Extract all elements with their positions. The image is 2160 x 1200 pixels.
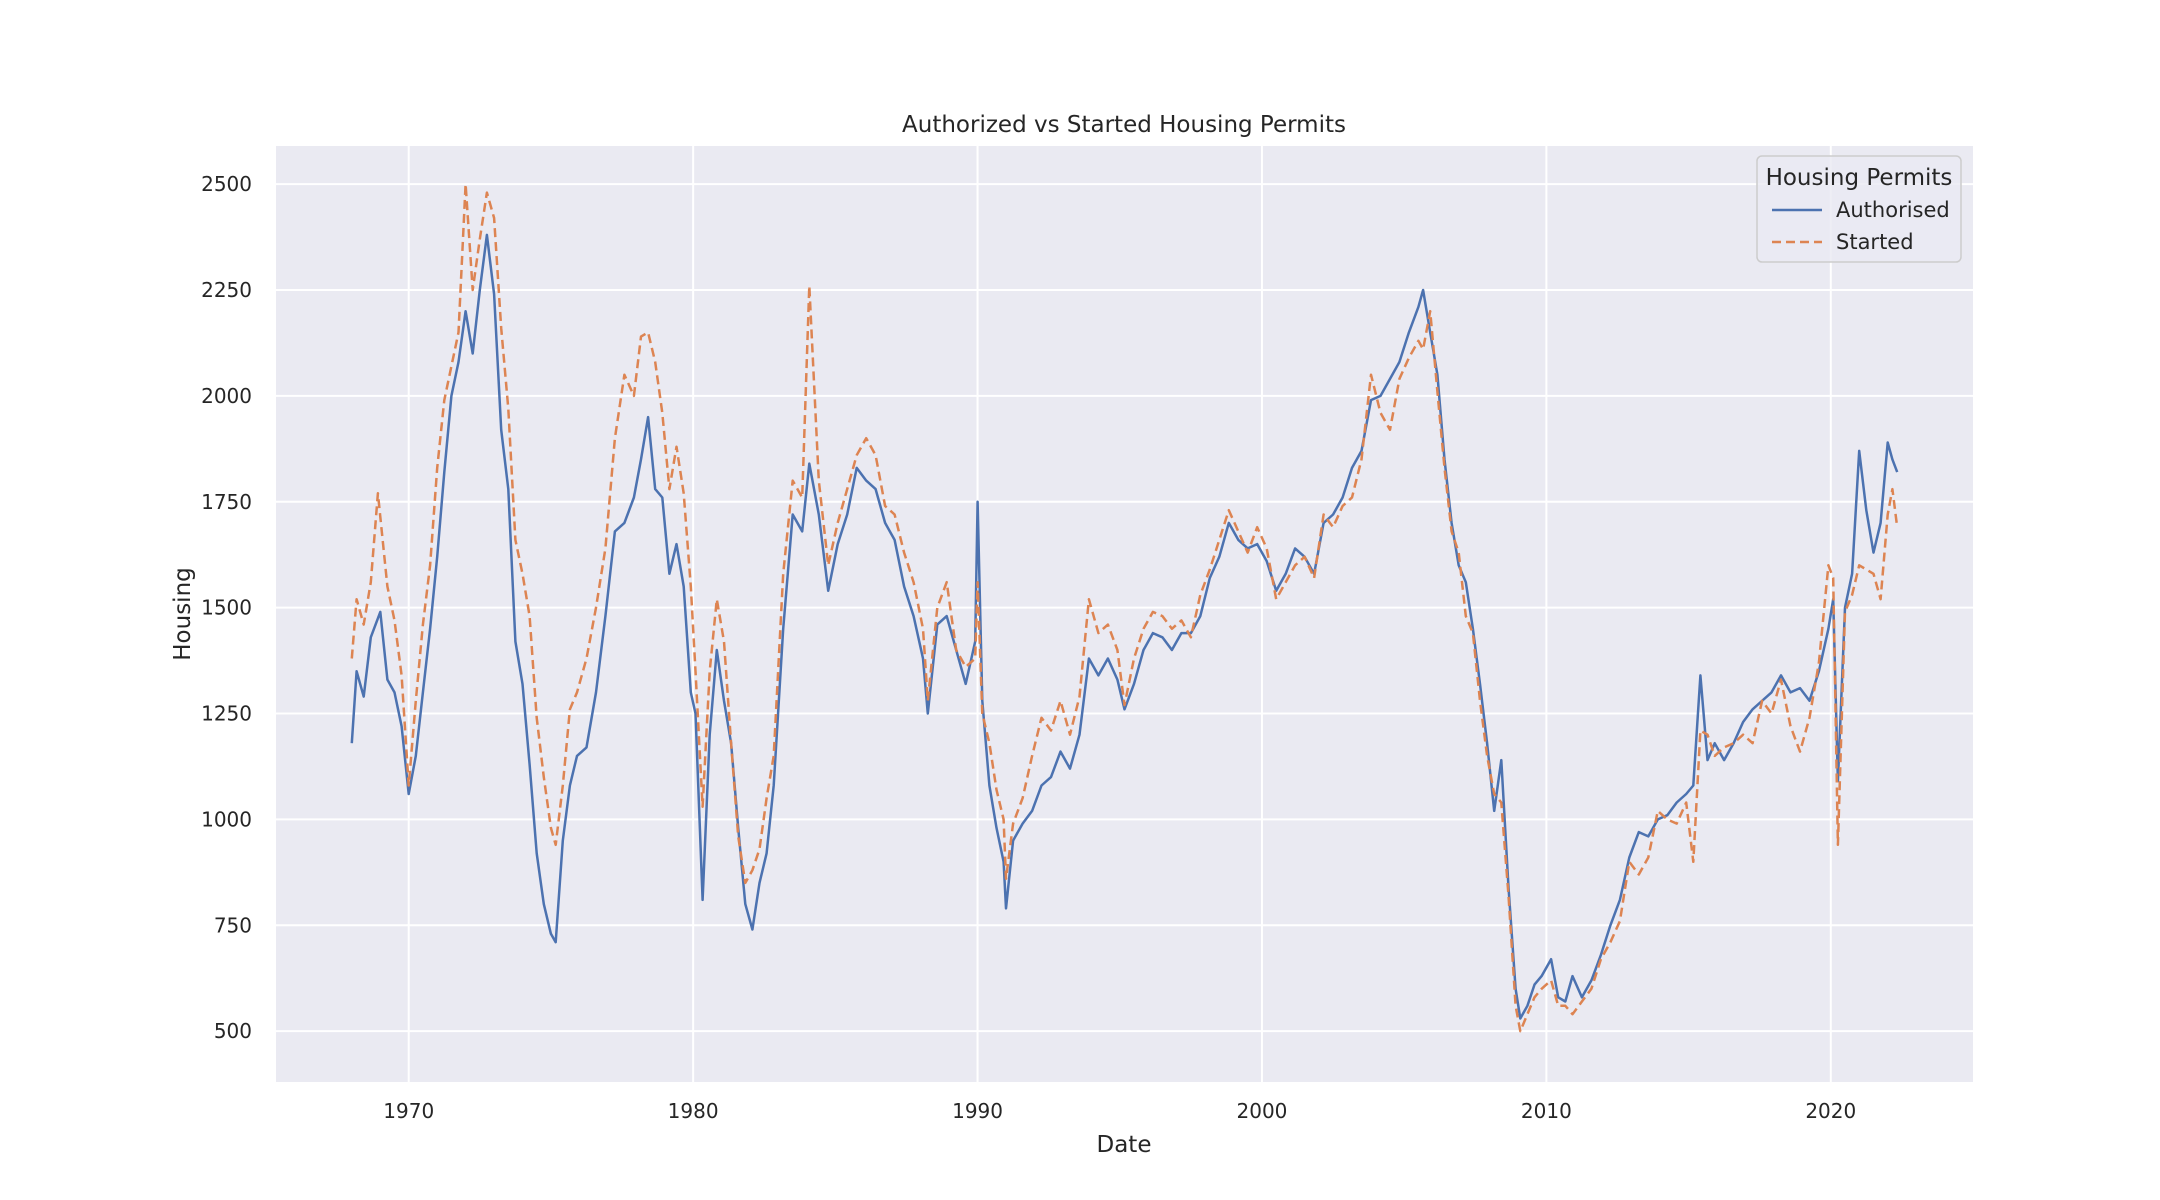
- y-tick-label: 1500: [201, 596, 252, 620]
- y-tick-label: 2500: [201, 172, 252, 196]
- series-layer: [350, 182, 1899, 1033]
- y-tick-label: 1000: [201, 807, 252, 831]
- x-tick-label: 1980: [668, 1099, 719, 1123]
- x-tick-label: 2010: [1521, 1099, 1572, 1123]
- legend-box: [1756, 155, 1962, 263]
- x-tick-label: 1990: [952, 1099, 1003, 1123]
- y-tick-label: 1750: [201, 490, 252, 514]
- legend-title: Housing Permits: [1766, 165, 1953, 191]
- x-tick-label: 2020: [1805, 1099, 1856, 1123]
- legend-label-authorised: Authorised: [1836, 198, 1950, 222]
- y-tick-label: 750: [214, 913, 252, 937]
- x-tick-label: 1970: [383, 1099, 434, 1123]
- series-line-started: [350, 182, 1899, 1033]
- series-line-authorised: [350, 233, 1899, 1020]
- y-axis-label: Housing: [170, 567, 196, 661]
- y-axis-ticks: 500 750 1000 1250 1500 1750 2000 2250 2500: [201, 172, 252, 1043]
- y-tick-label: 2250: [201, 278, 252, 302]
- plot-background: [276, 146, 1973, 1082]
- x-tick-label: 2000: [1237, 1099, 1288, 1123]
- x-axis-label: Date: [1097, 1132, 1152, 1158]
- legend-label-started: Started: [1836, 230, 1914, 254]
- chart-title: Authorized vs Started Housing Permits: [902, 112, 1346, 138]
- y-tick-label: 1250: [201, 702, 252, 726]
- legend: Housing Permits Authorised Started: [1756, 155, 1962, 263]
- y-tick-label: 500: [214, 1019, 252, 1043]
- y-tick-label: 2000: [201, 384, 252, 408]
- x-axis-ticks: 1970 1980 1990 2000 2010 2020: [383, 1099, 1856, 1123]
